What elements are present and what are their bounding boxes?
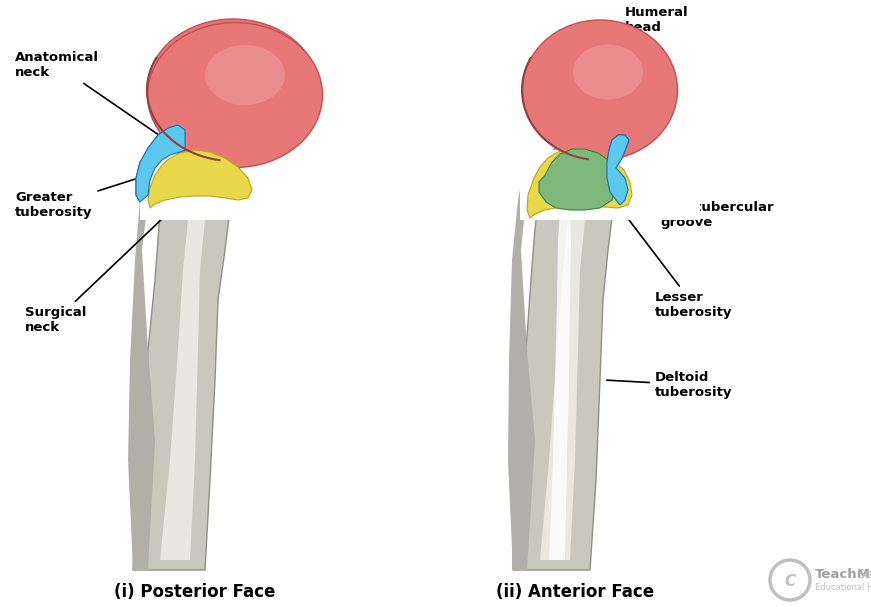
Polygon shape — [136, 125, 185, 202]
Polygon shape — [148, 185, 208, 560]
Polygon shape — [148, 150, 252, 208]
Text: Humeral
head: Humeral head — [622, 6, 689, 53]
Polygon shape — [140, 150, 310, 220]
Text: Anatomical
neck: Anatomical neck — [15, 51, 183, 151]
Polygon shape — [607, 135, 629, 205]
Ellipse shape — [205, 45, 285, 105]
Polygon shape — [527, 149, 632, 218]
Text: (ii) Anterior Face: (ii) Anterior Face — [496, 583, 654, 601]
Polygon shape — [527, 149, 632, 218]
Polygon shape — [520, 150, 700, 220]
Text: C: C — [785, 574, 795, 589]
Text: Series: Series — [856, 568, 871, 580]
Polygon shape — [539, 149, 615, 210]
Polygon shape — [539, 149, 615, 210]
Polygon shape — [128, 150, 160, 570]
Polygon shape — [549, 185, 571, 560]
Ellipse shape — [523, 20, 678, 160]
Polygon shape — [136, 125, 185, 202]
Text: (i) Posterior Face: (i) Posterior Face — [114, 583, 276, 601]
Ellipse shape — [147, 19, 319, 161]
Ellipse shape — [573, 44, 643, 100]
Text: Lesser
tuberosity: Lesser tuberosity — [611, 197, 733, 319]
Polygon shape — [527, 185, 588, 560]
Ellipse shape — [147, 22, 322, 168]
Text: TeachMe: TeachMe — [815, 568, 871, 580]
Text: .com: .com — [856, 569, 871, 579]
Polygon shape — [508, 150, 538, 570]
Text: Surgical
neck: Surgical neck — [25, 220, 161, 334]
Text: Intertubercular
groove: Intertubercular groove — [629, 171, 774, 229]
Polygon shape — [513, 140, 629, 570]
Text: Deltoid
tuberosity: Deltoid tuberosity — [607, 371, 733, 399]
Text: Educational Healthcare Resources: Educational Healthcare Resources — [815, 583, 871, 591]
Text: Greater
tuberosity: Greater tuberosity — [15, 176, 145, 219]
Polygon shape — [148, 150, 252, 208]
Polygon shape — [133, 140, 248, 570]
Polygon shape — [607, 135, 629, 205]
